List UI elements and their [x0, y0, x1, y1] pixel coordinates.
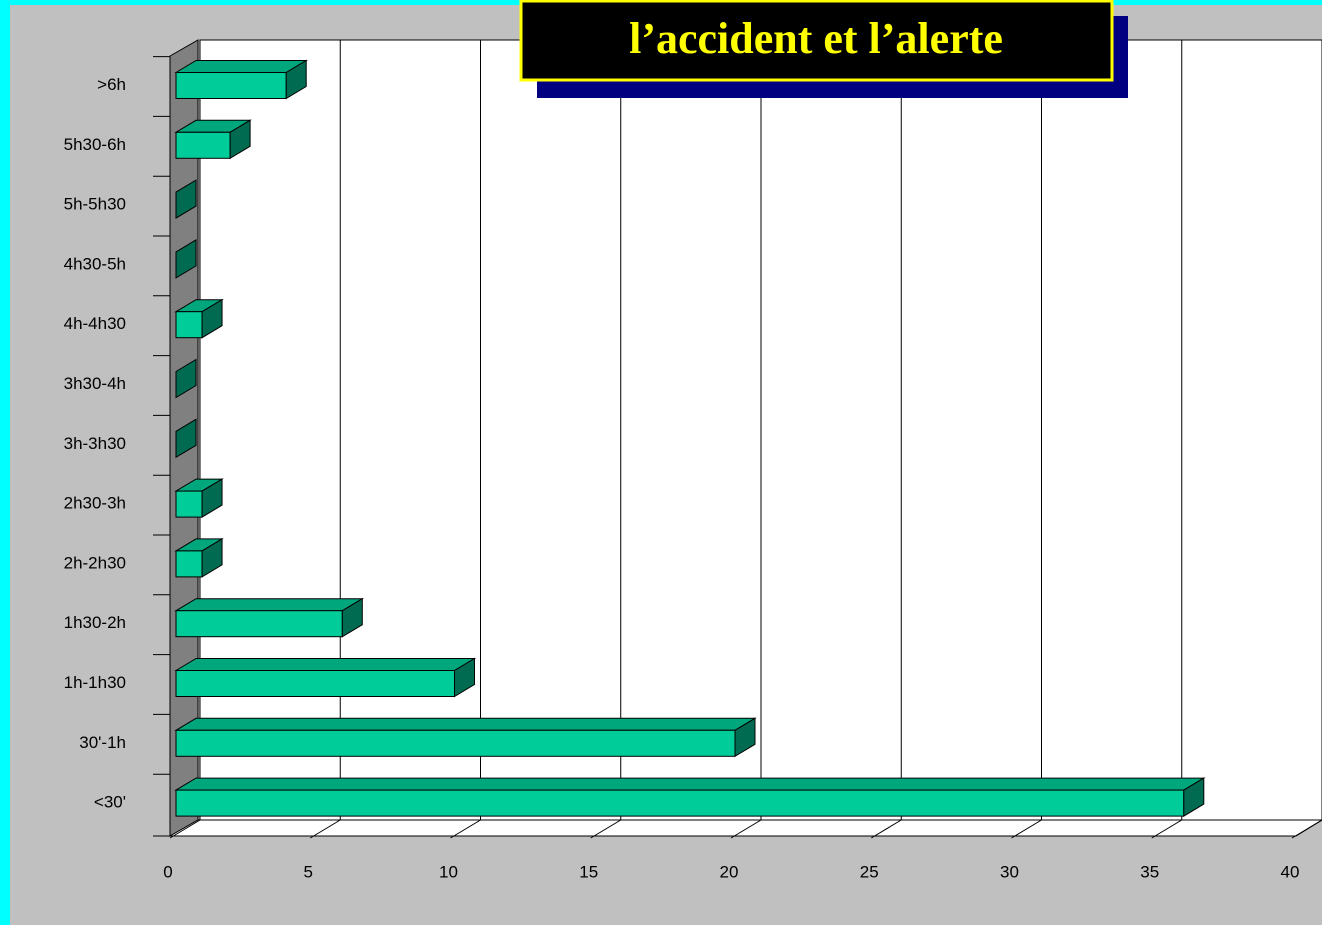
x-tick-label: 25: [860, 862, 879, 881]
bar: [175, 490, 203, 518]
x-tick: [590, 819, 622, 839]
y-tick-label: 2h30-3h: [64, 494, 126, 513]
x-tick: [450, 819, 481, 839]
floor: [168, 819, 1322, 837]
y-tick-label: 1h30-2h: [64, 613, 126, 632]
bar: [175, 550, 203, 578]
bar: [175, 311, 203, 339]
y-tick-label: 5h-5h30: [64, 195, 126, 214]
bar-side: [201, 538, 223, 578]
y-tick-label: 4h-4h30: [64, 314, 126, 333]
y-tick-label: >6h: [97, 75, 126, 94]
y-tick-label: 3h30-4h: [64, 374, 126, 393]
bar: [175, 610, 343, 638]
bar-side: [285, 59, 307, 100]
x-tick-label: 15: [579, 862, 598, 881]
x-tick: [1151, 819, 1183, 839]
x-tick: [870, 819, 902, 839]
bar-top: [174, 598, 365, 612]
x-tick-label: 20: [720, 862, 739, 881]
x-tick: [730, 819, 762, 839]
x-tick-label: 0: [163, 862, 172, 881]
bar-side: [454, 657, 475, 698]
bar-side: [175, 239, 197, 279]
bar-side: [734, 717, 756, 758]
y-tick-label: <30': [94, 793, 126, 812]
bar-side: [1183, 777, 1205, 817]
bar-side: [341, 597, 363, 638]
y-tick-label: 5h30-6h: [64, 135, 126, 154]
y-tick-label: 1h-1h30: [64, 673, 126, 692]
bar-top: [174, 717, 757, 731]
bar: [175, 789, 1185, 817]
bar: [175, 670, 455, 697]
bar: [175, 729, 736, 757]
bar-top: [174, 658, 477, 671]
x-tick: [1011, 819, 1042, 839]
bar-side: [175, 179, 197, 219]
x-tick-label: 40: [1281, 862, 1300, 881]
y-tick-label: 4h30-5h: [64, 254, 126, 273]
bar: [175, 131, 231, 159]
x-tick-label: 35: [1140, 862, 1159, 881]
y-tick-label: 30'-1h: [79, 733, 126, 752]
x-tick: [309, 819, 341, 839]
bar-side: [229, 119, 251, 160]
chart-title: l’accident et l’alerte: [629, 14, 1003, 63]
x-tick: [169, 819, 201, 839]
x-tick-label: 30: [1000, 862, 1019, 881]
bar-top: [174, 777, 1206, 791]
bar-side: [201, 478, 223, 518]
bar-top: [174, 60, 309, 73]
x-tick-label: 10: [439, 862, 458, 881]
title-box: [519, 0, 1114, 82]
x-tick: [1291, 819, 1322, 839]
bar-side: [201, 298, 223, 339]
y-tick-label: 2h-2h30: [64, 553, 126, 572]
x-tick-label: 5: [304, 862, 313, 881]
bar-side: [175, 358, 197, 399]
bar: [175, 72, 287, 99]
bar-side: [175, 418, 197, 459]
y-tick-label: 3h-3h30: [64, 434, 126, 453]
